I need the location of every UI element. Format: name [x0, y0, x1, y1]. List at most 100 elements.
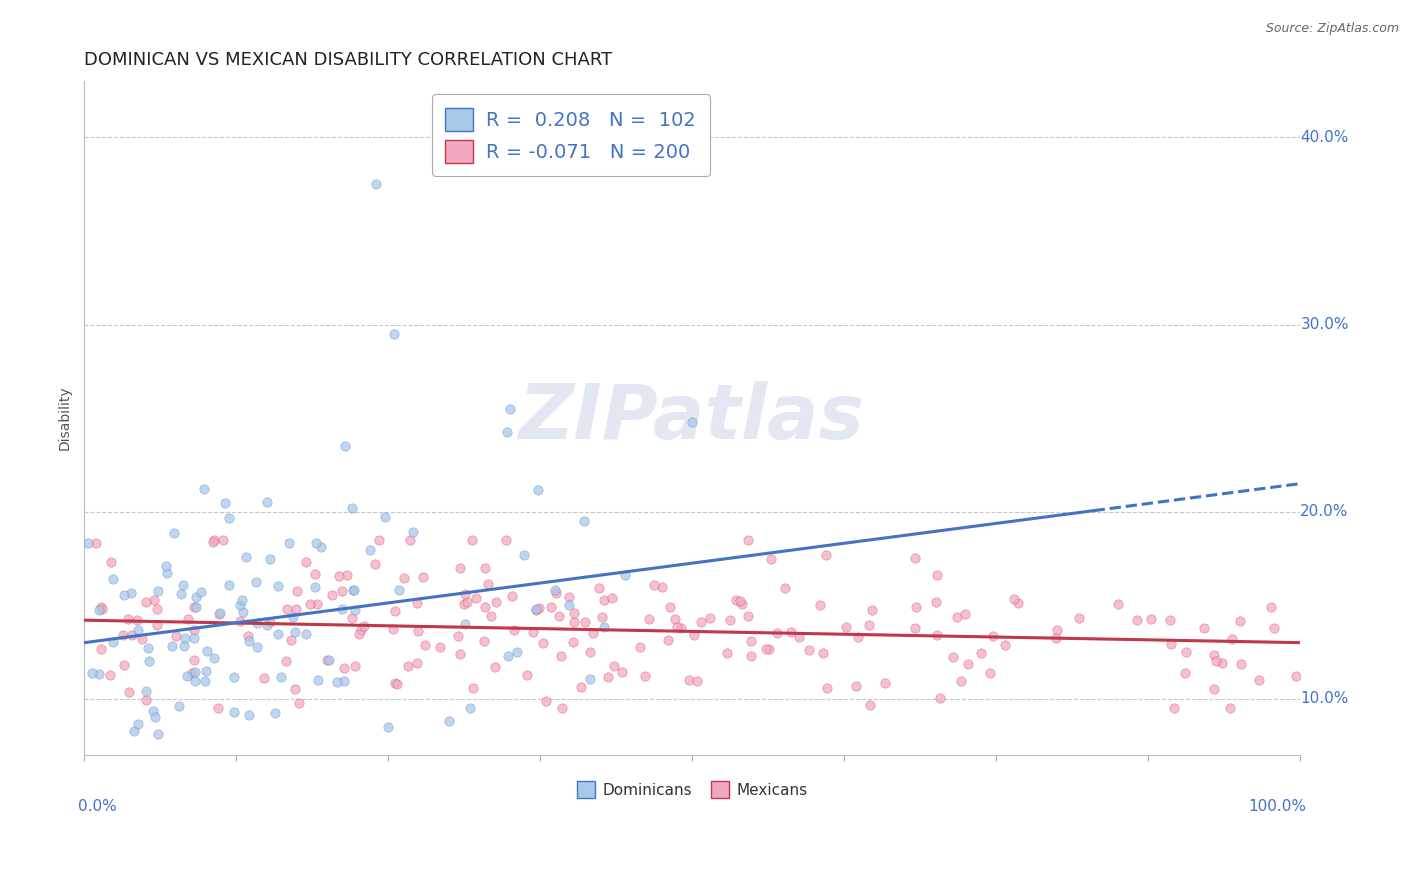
Point: [146, 602, 169, 616]
Point: [1159, 613, 1181, 627]
Point: [737, 608, 759, 623]
Point: [551, 701, 574, 715]
Point: [366, 178, 388, 192]
Point: [377, 720, 399, 734]
Point: [155, 559, 177, 574]
Point: [207, 701, 229, 715]
Point: [194, 674, 217, 689]
Point: [775, 582, 797, 596]
Point: [172, 578, 194, 592]
Point: [190, 585, 212, 599]
Point: [87, 603, 110, 617]
Point: [1175, 644, 1198, 658]
Point: [474, 634, 496, 648]
Point: [402, 525, 425, 540]
Text: 0.0%: 0.0%: [79, 798, 117, 814]
Point: [759, 551, 782, 566]
Point: [1002, 591, 1025, 606]
Point: [186, 591, 208, 605]
Point: [651, 580, 673, 594]
Point: [342, 582, 364, 597]
Point: [1163, 701, 1185, 715]
Point: [614, 568, 637, 582]
Point: [536, 694, 558, 708]
Point: [259, 615, 281, 630]
Point: [737, 533, 759, 547]
Point: [531, 635, 554, 649]
Point: [949, 673, 972, 688]
Point: [524, 603, 547, 617]
Point: [474, 599, 496, 614]
Point: [413, 639, 436, 653]
Point: [699, 610, 721, 624]
Point: [979, 665, 1001, 680]
Point: [955, 607, 977, 621]
Point: [412, 569, 434, 583]
Point: [131, 632, 153, 647]
Point: [235, 549, 257, 564]
Point: [304, 580, 326, 594]
Point: [101, 572, 124, 586]
Point: [429, 640, 451, 654]
Point: [169, 699, 191, 714]
Point: [755, 641, 778, 656]
Point: [112, 628, 135, 642]
Point: [681, 415, 703, 429]
Point: [229, 598, 252, 612]
Point: [780, 624, 803, 639]
Point: [593, 593, 616, 607]
Point: [643, 578, 665, 592]
Point: [335, 439, 357, 453]
Point: [143, 710, 166, 724]
Point: [875, 676, 897, 690]
Point: [396, 659, 419, 673]
Point: [588, 581, 610, 595]
Point: [238, 634, 260, 648]
Point: [474, 561, 496, 575]
Point: [456, 595, 478, 609]
Point: [177, 612, 200, 626]
Point: [343, 583, 366, 598]
Point: [513, 548, 536, 562]
Point: [731, 597, 754, 611]
Point: [135, 693, 157, 707]
Point: [384, 604, 406, 618]
Point: [284, 681, 307, 696]
Point: [364, 558, 387, 572]
Point: [112, 588, 135, 602]
Point: [665, 620, 688, 634]
Point: [1107, 597, 1129, 611]
Point: [766, 626, 789, 640]
Point: [561, 634, 583, 648]
Point: [340, 500, 363, 515]
Point: [546, 586, 568, 600]
Point: [484, 659, 506, 673]
Point: [716, 646, 738, 660]
Point: [160, 639, 183, 653]
Point: [336, 568, 359, 582]
Point: [591, 610, 613, 624]
Point: [253, 671, 276, 685]
Point: [730, 593, 752, 607]
Point: [406, 656, 429, 670]
Point: [544, 582, 567, 597]
Point: [813, 646, 835, 660]
Point: [276, 654, 298, 668]
Point: [453, 597, 475, 611]
Point: [307, 673, 329, 687]
Point: [678, 673, 700, 688]
Point: [246, 640, 269, 655]
Point: [1126, 613, 1149, 627]
Point: [183, 673, 205, 688]
Point: [495, 533, 517, 547]
Point: [340, 611, 363, 625]
Point: [183, 624, 205, 638]
Point: [280, 633, 302, 648]
Point: [859, 698, 882, 713]
Point: [603, 658, 626, 673]
Point: [307, 597, 329, 611]
Point: [562, 615, 585, 629]
Point: [218, 511, 240, 525]
Point: [925, 567, 948, 582]
Point: [208, 606, 231, 620]
